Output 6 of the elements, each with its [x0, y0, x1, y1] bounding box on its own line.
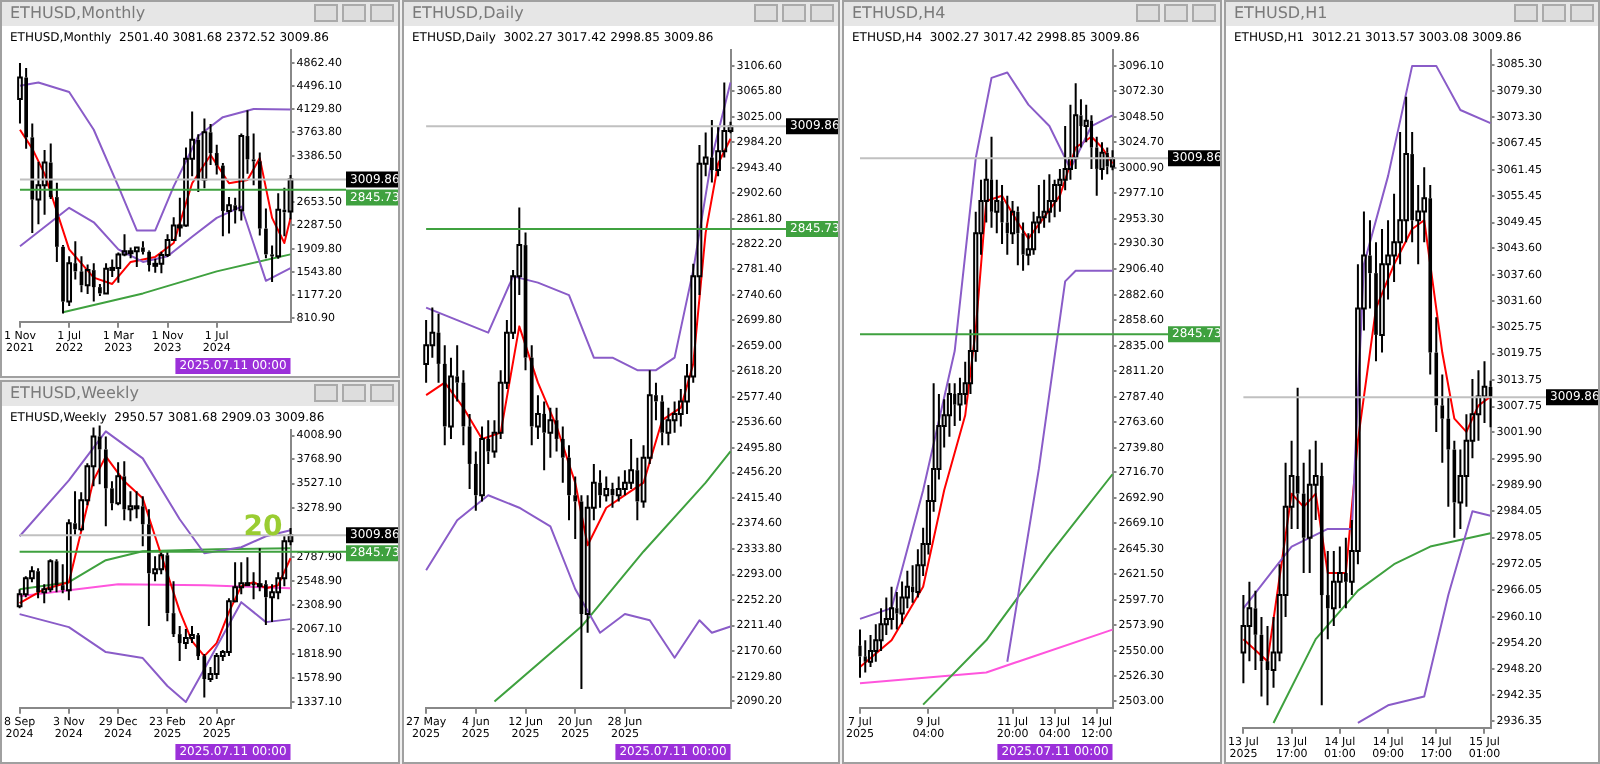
chart-title: ETHUSD,Weekly: [10, 384, 139, 402]
chart-title: ETHUSD,Monthly: [10, 4, 146, 22]
annotation: 20: [243, 510, 284, 543]
chart-title: ETHUSD,H4: [852, 4, 946, 22]
chart-title: ETHUSD,Daily: [412, 4, 524, 22]
chart-title: ETHUSD,H1: [1234, 4, 1328, 22]
